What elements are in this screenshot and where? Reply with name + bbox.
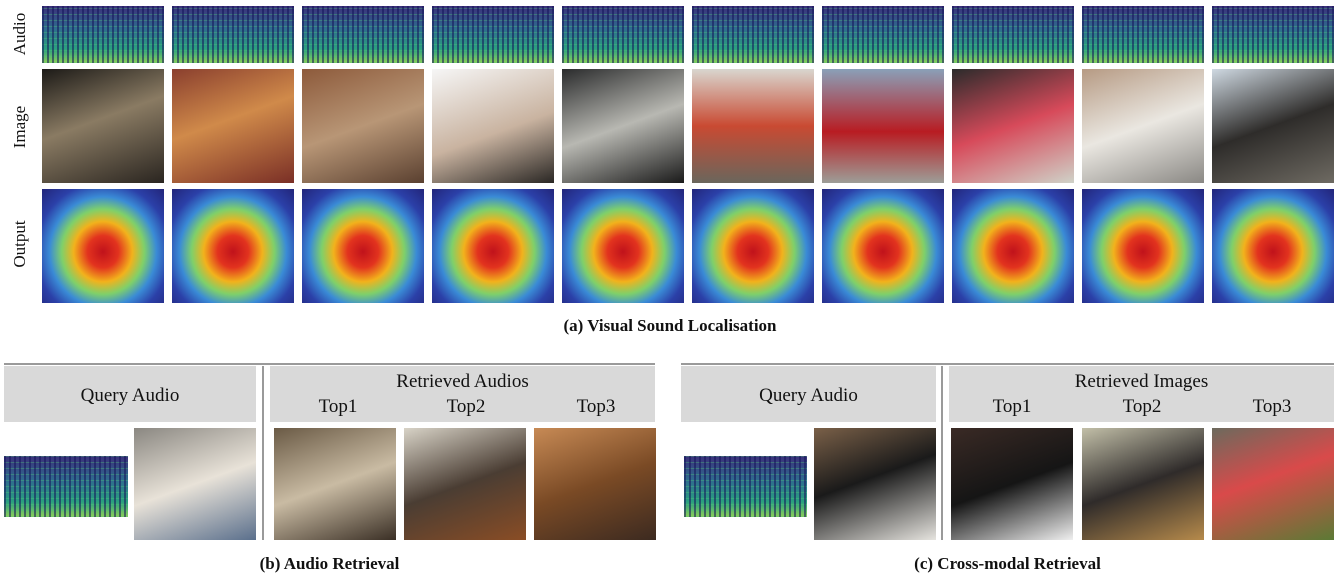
panel-b-top1-label: Top1: [318, 396, 358, 417]
image-red-car: [822, 69, 944, 183]
image-helicopter: [692, 69, 814, 183]
panel-b-divider: [262, 366, 264, 540]
retrieved-image-top3: [534, 428, 656, 540]
image-drums: [42, 69, 164, 183]
panel-c-divider: [941, 366, 943, 540]
audio-spectrogram: [42, 6, 164, 63]
panel-b-retrieved-header: [270, 366, 655, 422]
panel-c-retrieved-label: Retrieved Images: [1074, 371, 1209, 392]
caption-c: (c) Cross-modal Retrieval: [914, 554, 1101, 573]
panel-c-top-rule: [681, 363, 1334, 365]
retrieved-image-top2: [404, 428, 526, 540]
image-train: [1212, 69, 1334, 183]
retrieved-image-top2-c: [1082, 428, 1204, 540]
heatmap-output: [432, 189, 554, 303]
retrieved-image-top3-c: [1212, 428, 1334, 540]
row-label-audio: Audio: [10, 12, 29, 56]
image-guitar: [432, 69, 554, 183]
caption-a: (a) Visual Sound Localisation: [563, 316, 777, 335]
heatmap-output: [692, 189, 814, 303]
audio-spectrogram: [562, 6, 684, 63]
panel-c-query-header: [681, 366, 936, 422]
query-image-white-dog: [134, 428, 256, 540]
audio-spectrogram: [1212, 6, 1334, 63]
panel-b-top3-label: Top3: [576, 396, 616, 417]
row-label-image: Image: [10, 105, 29, 149]
heatmap-output: [952, 189, 1074, 303]
heatmap-output: [1082, 189, 1204, 303]
image-baby-bath: [1082, 69, 1204, 183]
panel-b-query-header: [4, 366, 256, 422]
query-image-accordion: [814, 428, 936, 540]
heatmap-output: [562, 189, 684, 303]
heatmap-output: [42, 189, 164, 303]
panel-b-retrieved-label: Retrieved Audios: [396, 371, 529, 392]
image-toys-tire: [952, 69, 1074, 183]
panel-b-query-label: Query Audio: [80, 385, 180, 406]
audio-spectrogram: [822, 6, 944, 63]
panel-b-top-rule: [4, 363, 655, 365]
audio-spectrogram: [432, 6, 554, 63]
image-wolf: [302, 69, 424, 183]
row-label-output: Output: [10, 220, 29, 268]
panel-c-retrieved-header: [949, 366, 1334, 422]
audio-spectrogram: [952, 6, 1074, 63]
panel-c-top3-label: Top3: [1252, 396, 1292, 417]
image-dog-deck: [172, 69, 294, 183]
query-audio-spectrogram: [4, 456, 128, 517]
image-drumline: [562, 69, 684, 183]
retrieved-image-top1-c: [951, 428, 1073, 540]
panel-c-top2-label: Top2: [1122, 396, 1162, 417]
retrieved-image-top1: [274, 428, 396, 540]
panel-b-top2-label: Top2: [446, 396, 486, 417]
panel-c-query-label: Query Audio: [759, 385, 858, 406]
caption-b: (b) Audio Retrieval: [259, 554, 400, 573]
heatmap-output: [822, 189, 944, 303]
query-audio-spectrogram-c: [684, 456, 807, 517]
audio-spectrogram: [1082, 6, 1204, 63]
audio-spectrogram: [302, 6, 424, 63]
heatmap-output: [1212, 189, 1334, 303]
heatmap-output: [302, 189, 424, 303]
audio-spectrogram: [692, 6, 814, 63]
audio-spectrogram: [172, 6, 294, 63]
heatmap-output: [172, 189, 294, 303]
panel-c-top1-label: Top1: [992, 396, 1032, 417]
